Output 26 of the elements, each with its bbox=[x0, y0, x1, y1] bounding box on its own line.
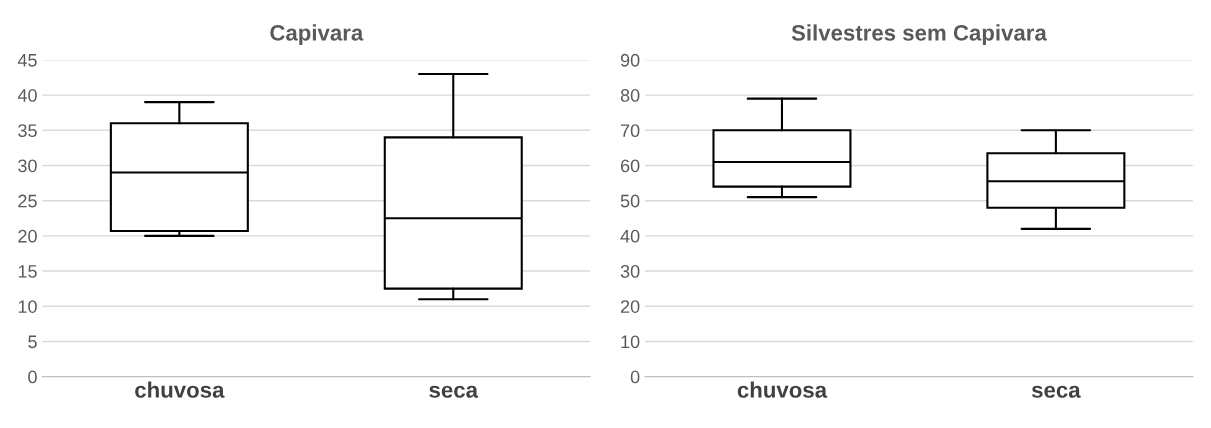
y-tick-label: 20 bbox=[620, 300, 640, 313]
y-tick-label: 0 bbox=[28, 370, 37, 384]
y-tick-label: 10 bbox=[18, 300, 37, 313]
y-tick-label: 70 bbox=[620, 124, 640, 138]
chart-title: Capivara bbox=[270, 24, 364, 46]
y-tick-label: 25 bbox=[18, 194, 37, 208]
y-tick-label: 5 bbox=[28, 335, 37, 349]
y-tick-label: 0 bbox=[630, 370, 640, 384]
y-tick-label: 30 bbox=[620, 265, 640, 278]
y-tick-label: 15 bbox=[18, 265, 37, 278]
chart-title: Silvestres sem Capivara bbox=[791, 24, 1047, 46]
y-tick-label: 20 bbox=[18, 229, 37, 243]
x-tick-label: seca bbox=[1031, 385, 1081, 398]
y-tick-label: 10 bbox=[621, 335, 640, 349]
y-tick-label: 45 bbox=[17, 54, 37, 67]
x-tick-label: chuvosa bbox=[135, 381, 225, 398]
y-tick-label: 60 bbox=[620, 159, 640, 173]
x-tick-label: seca bbox=[429, 385, 479, 398]
x-tick-label: chuvosa bbox=[737, 381, 828, 398]
y-tick-label: 40 bbox=[620, 229, 640, 243]
y-tick-label: 50 bbox=[620, 194, 640, 208]
y-tick-label: 90 bbox=[620, 53, 640, 67]
y-tick-label: 30 bbox=[18, 159, 37, 173]
y-tick-label: 80 bbox=[620, 89, 640, 102]
y-tick-label: 35 bbox=[18, 124, 37, 138]
y-tick-label: 40 bbox=[17, 89, 37, 102]
